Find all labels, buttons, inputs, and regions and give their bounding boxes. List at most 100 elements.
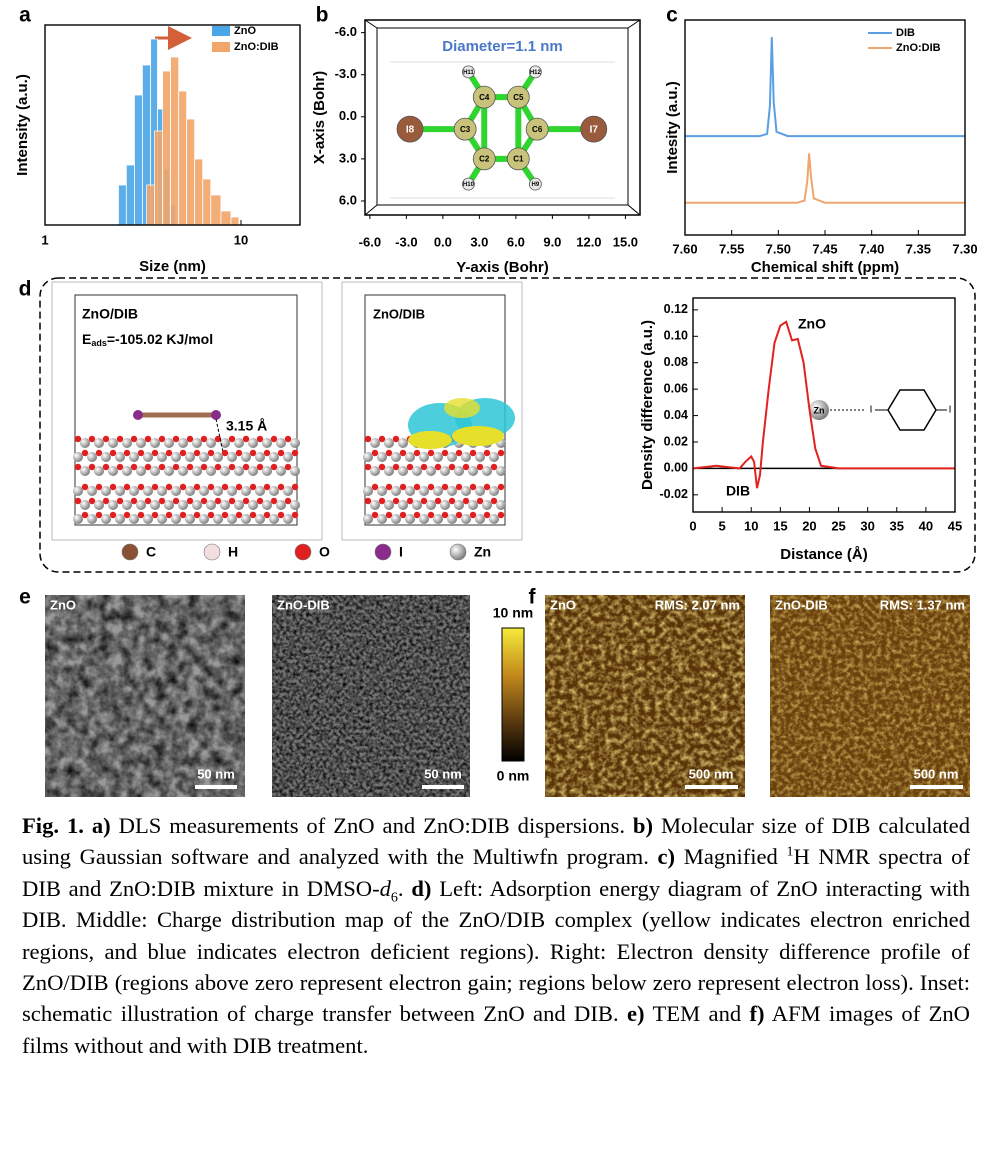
x-tick-label: 5: [718, 518, 725, 533]
atom-o: [497, 483, 505, 491]
atom-zn: [290, 466, 300, 476]
atom-o: [165, 483, 173, 491]
atom-label: H12: [530, 70, 542, 76]
atom-o: [483, 449, 491, 457]
y-tick-label: 6.0: [339, 192, 357, 207]
atom-zn: [398, 438, 408, 448]
atom-o: [214, 435, 222, 443]
bar: [118, 184, 127, 226]
atom-zn: [370, 466, 380, 476]
atom-o: [165, 511, 173, 519]
atom-o: [256, 435, 264, 443]
atom-o: [186, 497, 194, 505]
atom-zn: [489, 452, 499, 462]
atom-o: [455, 511, 463, 519]
atom-o: [109, 449, 117, 457]
dashed-frame: [39, 277, 976, 573]
atom-zn: [262, 500, 272, 510]
atom-o: [249, 511, 257, 519]
distance-label: 3.15 Å: [226, 418, 267, 434]
atom-o: [172, 435, 180, 443]
atom-zn: [94, 438, 104, 448]
caption-bold: d): [411, 875, 432, 901]
atom-o: [123, 483, 131, 491]
scale-label: 500 nm: [914, 766, 959, 781]
atom-zn: [185, 452, 195, 462]
legend-atom: [374, 543, 392, 561]
rms-label: RMS: 1.37 nm: [880, 597, 965, 612]
atom-o: [291, 511, 299, 519]
atom-o: [74, 497, 82, 505]
atom-o: [270, 435, 278, 443]
atom-zn: [192, 500, 202, 510]
atom: [506, 147, 530, 171]
atom-zn: [384, 500, 394, 510]
atom-o: [158, 497, 166, 505]
atom-o: [123, 511, 131, 519]
x-axis-label: Chemical shift (ppm): [751, 259, 899, 276]
atom-zn: [136, 466, 146, 476]
atom-o: [235, 483, 243, 491]
atom-zn: [234, 438, 244, 448]
atom-zn: [178, 500, 188, 510]
atom-zn: [391, 486, 401, 496]
atom: [396, 115, 424, 143]
structure-title: ZnO/DIB: [373, 306, 425, 321]
atom-o: [256, 463, 264, 471]
atom-o: [228, 497, 236, 505]
atom: [472, 147, 496, 171]
atom-o: [102, 497, 110, 505]
atom-o: [158, 435, 166, 443]
atom-o: [242, 497, 250, 505]
atom-zn: [419, 452, 429, 462]
atom-o: [102, 463, 110, 471]
x-tick-label: 6.0: [507, 234, 525, 249]
bar: [230, 216, 240, 226]
caption-text: H NMR spectra of DIB and ZnO:DIB mixture…: [22, 844, 970, 901]
atom-o: [179, 483, 187, 491]
atom-zn: [391, 514, 401, 524]
inset-label: Zn: [814, 405, 825, 415]
atom-o: [235, 449, 243, 457]
atom-zn: [468, 500, 478, 510]
atom-zn: [129, 452, 139, 462]
atom-o: [462, 497, 470, 505]
x-tick-label: 25: [831, 518, 845, 533]
atom-zn: [136, 500, 146, 510]
y-tick-label: 0.00: [664, 461, 688, 475]
atom-o: [207, 483, 215, 491]
atom-zn: [171, 514, 181, 524]
atom-o: [371, 483, 379, 491]
atom-zn: [269, 452, 279, 462]
atom-o: [427, 483, 435, 491]
legend-atom: [449, 543, 467, 561]
tem-image: [272, 595, 470, 797]
atom-o: [291, 483, 299, 491]
atom-o: [270, 497, 278, 505]
inset-label: I: [949, 405, 952, 416]
atom-zn: [482, 466, 492, 476]
scale-label: 50 nm: [424, 766, 462, 781]
x-tick-label: 0: [689, 518, 696, 533]
atom-label: I7: [590, 124, 599, 135]
atom-zn: [192, 466, 202, 476]
atom-o: [144, 435, 152, 443]
atom-zn: [496, 500, 506, 510]
atom-zn: [255, 514, 265, 524]
atom-zn: [384, 466, 394, 476]
atom-o: [81, 511, 89, 519]
atom-o: [242, 435, 250, 443]
energy-part: =-105.02 KJ/mol: [107, 331, 213, 347]
legend-label: ZnO:DIB: [896, 42, 941, 54]
atom-zn: [255, 452, 265, 462]
atom-zn: [73, 514, 83, 524]
atom-o: [284, 435, 292, 443]
atom-o: [116, 463, 124, 471]
legend-swatch: [212, 26, 230, 36]
y-axis-label: Density difference (a.u.): [639, 320, 656, 490]
atom-o: [137, 511, 145, 519]
caption: Fig. 1. a) DLS measurements of ZnO and Z…: [22, 810, 970, 1061]
atom-o: [74, 463, 82, 471]
atom-o: [151, 483, 159, 491]
